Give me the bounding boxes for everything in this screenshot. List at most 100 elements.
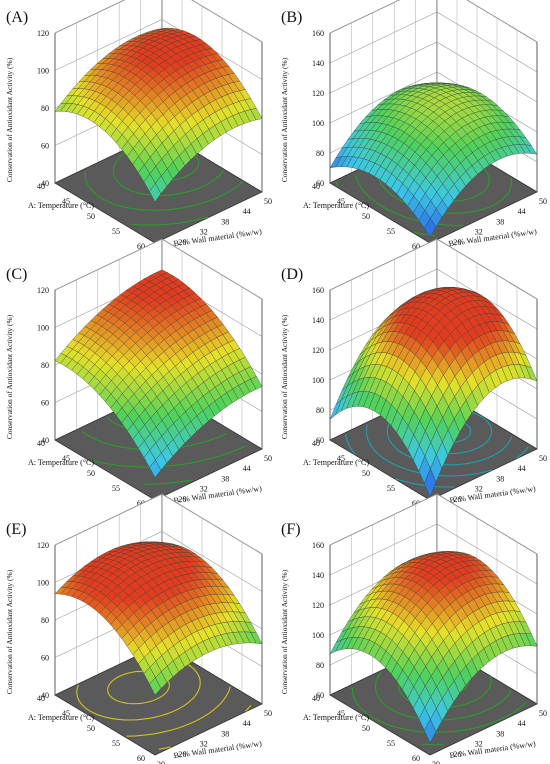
response-surface xyxy=(54,269,263,478)
z-tick-label: 140 xyxy=(312,316,324,325)
floor-contour xyxy=(491,436,513,457)
x-tick-label: 55 xyxy=(387,739,395,748)
y-tick-label: 38 xyxy=(496,217,504,226)
y-tick-label: 50 xyxy=(264,454,272,463)
y-tick-label: 50 xyxy=(539,197,547,206)
y-tick-label: 26 xyxy=(453,238,461,247)
panel-label: (E) xyxy=(6,521,26,538)
floor-contour xyxy=(413,231,436,237)
z-tick-label: 120 xyxy=(37,286,49,295)
y-tick-label: 44 xyxy=(243,464,251,473)
wall-gridline xyxy=(329,523,538,585)
x-tick-label: 50 xyxy=(362,724,370,733)
z-tick-label: 120 xyxy=(312,601,324,610)
x-tick-label: 55 xyxy=(387,484,395,493)
z-axis-title: Conservation of Antioxidant Activity (%) xyxy=(5,57,14,182)
x-tick-label: 60 xyxy=(412,242,420,251)
floor-contour xyxy=(245,705,252,712)
floor-contour xyxy=(144,479,193,485)
z-tick-label: 120 xyxy=(312,89,324,98)
x-tick-label: 45 xyxy=(62,454,70,463)
floor-contour xyxy=(395,478,455,488)
floor-contour xyxy=(107,670,170,705)
y-tick-label: 20 xyxy=(432,760,440,764)
wall-gridline xyxy=(54,493,263,555)
x-tick-label: 45 xyxy=(337,454,345,463)
z-tick-label: 60 xyxy=(41,654,49,663)
wall-gridline xyxy=(329,238,538,300)
floor-contour xyxy=(355,175,464,226)
wall-gridline xyxy=(329,41,538,103)
x-tick-label: 50 xyxy=(362,212,370,221)
floor-contour xyxy=(473,676,492,702)
y-axis-title: B: % Wall material (%w/w) xyxy=(173,227,263,248)
y-tick-label: 44 xyxy=(518,719,526,728)
floor-contour xyxy=(374,672,489,721)
y-tick-label: 38 xyxy=(221,474,229,483)
y-tick-label: 44 xyxy=(518,207,526,216)
chart-panel-a: 4060801001204045505560202632384450A: Tem… xyxy=(5,0,272,257)
y-tick-label: 50 xyxy=(539,454,547,463)
y-tick-label: 26 xyxy=(178,750,186,759)
z-tick-label: 80 xyxy=(41,361,49,370)
x-tick-label: 55 xyxy=(112,227,120,236)
floor-contour xyxy=(345,433,356,456)
z-axis-title: Conservation of Antioxidant Activity (%) xyxy=(5,314,14,439)
x-tick-label: 40 xyxy=(37,182,45,191)
z-tick-label: 160 xyxy=(312,29,324,38)
x-axis-title: A: Temperature (°C) xyxy=(303,458,369,467)
x-tick-label: 50 xyxy=(87,212,95,221)
x-axis-title: A: Temperature (°C) xyxy=(28,458,94,467)
y-tick-label: 38 xyxy=(496,474,504,483)
z-tick-label: 100 xyxy=(312,119,324,128)
x-tick-label: 55 xyxy=(112,739,120,748)
z-tick-label: 80 xyxy=(41,616,49,625)
x-axis-title: A: Temperature (°C) xyxy=(28,201,94,210)
y-axis-title: B: % Wall material (%w/w) xyxy=(173,484,263,505)
z-tick-label: 60 xyxy=(41,399,49,408)
y-tick-label: 44 xyxy=(243,207,251,216)
surface-cell xyxy=(149,459,162,478)
panel-label: (C) xyxy=(6,266,27,283)
z-tick-label: 40 xyxy=(41,691,49,700)
floor-contour xyxy=(492,177,513,207)
z-tick-label: 80 xyxy=(316,149,324,158)
floor-contour xyxy=(158,746,171,750)
y-tick-label: 32 xyxy=(475,485,483,494)
wall-gridline xyxy=(329,0,538,43)
z-tick-label: 100 xyxy=(312,376,324,385)
panel-label: (B) xyxy=(281,9,302,26)
wall-gridline xyxy=(54,19,263,80)
wall-gridline xyxy=(54,238,263,300)
panel-label: (F) xyxy=(281,521,301,538)
y-tick-label: 20 xyxy=(157,760,165,764)
y-axis-title: B: % Wall material (%w/w) xyxy=(173,739,263,760)
floor-contour xyxy=(516,446,529,459)
response-surface xyxy=(54,541,263,696)
y-tick-label: 32 xyxy=(475,228,483,237)
x-tick-label: 40 xyxy=(37,439,45,448)
floor-contour xyxy=(88,445,247,468)
x-tick-label: 60 xyxy=(412,499,420,508)
surface-cell xyxy=(424,217,437,238)
x-tick-label: 60 xyxy=(412,754,420,763)
response-surface xyxy=(329,287,538,498)
z-tick-label: 120 xyxy=(37,541,49,550)
z-tick-label: 80 xyxy=(316,406,324,415)
z-tick-label: 120 xyxy=(37,29,49,38)
x-tick-label: 55 xyxy=(387,227,395,236)
x-tick-label: 40 xyxy=(312,182,320,191)
floor-contour xyxy=(194,686,231,722)
x-tick-label: 50 xyxy=(362,469,370,478)
z-axis-title: Conservation of Antioxidant Activity (%) xyxy=(5,569,14,694)
y-tick-label: 50 xyxy=(539,709,547,718)
x-tick-label: 45 xyxy=(337,197,345,206)
z-tick-label: 60 xyxy=(41,142,49,151)
x-tick-label: 40 xyxy=(37,694,45,703)
y-tick-label: 44 xyxy=(243,719,251,728)
x-tick-label: 45 xyxy=(337,709,345,718)
z-tick-label: 100 xyxy=(37,324,49,333)
floor-contour xyxy=(365,424,493,477)
x-tick-label: 60 xyxy=(137,754,145,763)
chart-panel-c: 4060801001204045505560202632384450A: Tem… xyxy=(5,238,272,514)
